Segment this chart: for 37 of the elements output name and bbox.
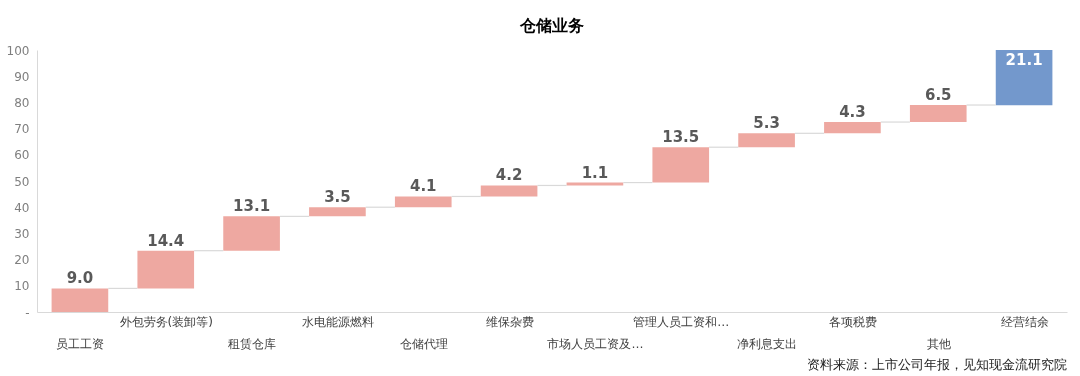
data-label: 13.5: [662, 128, 700, 147]
x-tick-label: 租赁仓库: [228, 336, 277, 351]
data-label: 4.1: [409, 177, 437, 196]
text: 资料来源：上市公司年报，见知现金流研究院: [807, 357, 1067, 372]
y-tick-label: 10: [14, 279, 30, 294]
data-label: 14.4: [147, 231, 185, 250]
chart-title: 仓储业务: [519, 16, 584, 35]
data-label: 4.3: [839, 103, 866, 122]
data-label: 3.5: [324, 188, 351, 207]
x-tick-label: 水电能源燃料: [301, 314, 374, 329]
y-tick-label: 20: [14, 253, 30, 268]
data-label: 9.0: [66, 269, 94, 288]
x-tick-label: 经营结余: [1000, 314, 1049, 329]
data-label: 1.1: [581, 163, 609, 182]
x-tick-label: 仓储代理: [399, 336, 448, 351]
y-tick-label: 100: [6, 43, 30, 58]
x-tick-label: 维保杂费: [485, 314, 534, 329]
y-tick-label: 40: [14, 200, 30, 215]
x-tick-label: 外包劳务(装卸等): [119, 314, 213, 329]
y-tick-label: 60: [14, 148, 30, 163]
y-tick-label: 70: [14, 122, 30, 137]
y-tick-label: 30: [14, 226, 30, 241]
data-label: 21.1: [1005, 51, 1043, 69]
y-tick-label: 80: [14, 95, 30, 110]
data-label: 13.1: [233, 197, 271, 216]
data-label: 6.5: [924, 86, 952, 105]
y-tick-label: 50: [14, 174, 30, 189]
x-tick-label: 净利息支出: [737, 336, 798, 351]
x-tick-label: 管理人员工资和…: [633, 314, 730, 329]
y-tick-label: 90: [14, 69, 30, 84]
x-tick-label: 员工工资: [56, 336, 105, 351]
x-tick-label: 其他: [926, 336, 951, 351]
x-tick-label: 各项税费: [828, 314, 877, 329]
y-tick-label: -: [25, 305, 30, 320]
data-label: 4.2: [495, 166, 523, 185]
x-tick-label: 市场人员工资及…: [547, 336, 644, 351]
data-label: 5.3: [753, 114, 780, 133]
